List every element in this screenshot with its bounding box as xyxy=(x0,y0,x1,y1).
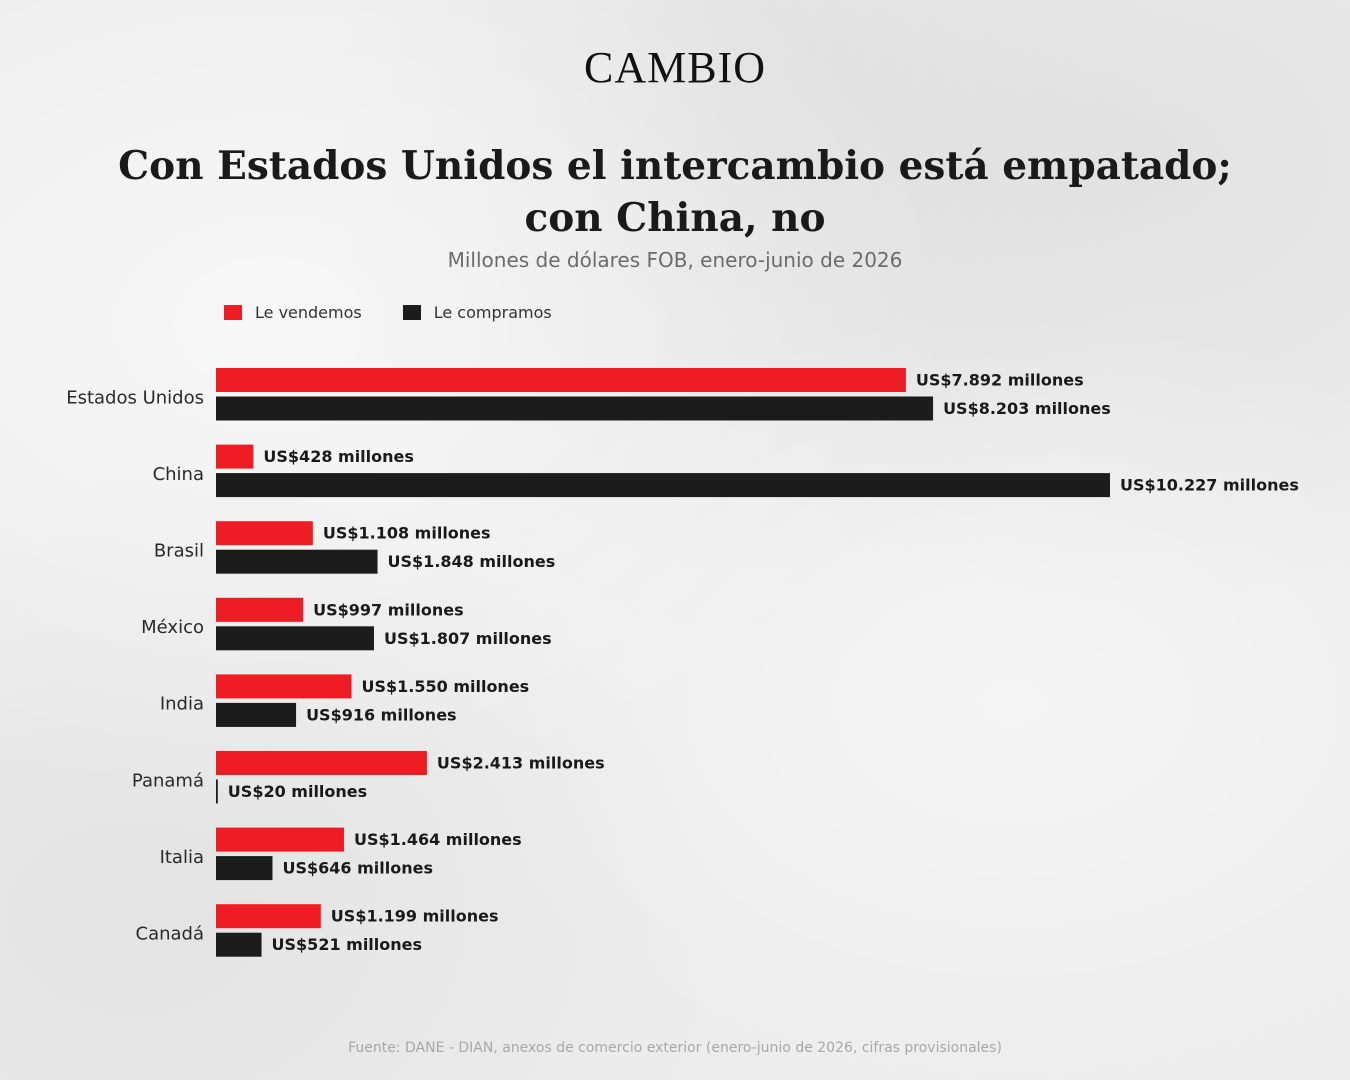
legend: Le vendemos Le compramos xyxy=(224,301,593,323)
category-label-canada: Canadá xyxy=(136,923,205,944)
bar-sell-brasil xyxy=(216,521,313,546)
data-label-sell-india: US$1.550 millones xyxy=(361,677,529,696)
bar-buy-estados-unidos xyxy=(216,396,934,421)
bar-buy-canada xyxy=(216,932,262,957)
legend-item-buy: Le compramos xyxy=(402,302,552,322)
legend-swatch-sell xyxy=(224,304,242,320)
brand-logo: CAMBIO xyxy=(583,43,767,92)
data-label-buy-china: US$10.227 millones xyxy=(1120,476,1299,495)
data-label-buy-canada: US$521 millones xyxy=(272,935,423,954)
bar-chart: Estados Unidos US$7.892 millones US$8.203 … xyxy=(66,368,1299,957)
bar-buy-china xyxy=(216,473,1110,498)
legend-item-sell: Le vendemos xyxy=(224,303,362,322)
bar-buy-brasil xyxy=(216,549,378,574)
chart-title: Con Estados Unidos el intercambio está e… xyxy=(118,143,1232,241)
data-label-buy-mexico: US$1.807 millones xyxy=(384,629,552,648)
category-label-panama: Panamá xyxy=(132,770,204,791)
bar-sell-india xyxy=(216,674,352,699)
data-label-sell-estados-unidos: US$7.892 millones xyxy=(916,371,1084,390)
legend-swatch-buy xyxy=(402,304,421,320)
bar-buy-italia xyxy=(216,856,273,881)
category-label-mexico: México xyxy=(141,617,204,638)
data-label-sell-italia: US$1.464 millones xyxy=(354,830,522,849)
category-label-italia: Italia xyxy=(160,847,204,868)
data-label-sell-china: US$428 millones xyxy=(263,447,414,466)
bar-sell-estados-unidos xyxy=(216,368,906,392)
data-label-buy-panama: US$20 millones xyxy=(228,782,367,801)
data-label-sell-panama: US$2.413 millones xyxy=(437,754,605,773)
data-label-sell-canada: US$1.199 millones xyxy=(331,907,499,926)
legend-label-sell: Le vendemos xyxy=(255,302,362,322)
category-label-china: China xyxy=(153,464,204,485)
legend-label-buy: Le compramos xyxy=(433,302,552,322)
bar-sell-china xyxy=(216,444,254,469)
category-label-brasil: Brasil xyxy=(154,540,204,561)
data-label-sell-mexico: US$997 millones xyxy=(313,600,464,619)
bar-buy-mexico xyxy=(216,626,374,651)
chart-subtitle: Millones de dólares FOB, enero-junio de … xyxy=(447,248,903,272)
data-label-buy-india: US$916 millones xyxy=(306,705,457,724)
bar-sell-canada xyxy=(216,904,321,929)
category-label-india: India xyxy=(160,694,204,715)
bar-buy-india xyxy=(216,702,297,727)
source-note: Fuente: DANE - DIAN, anexos de comercio … xyxy=(348,1040,1002,1056)
bar-sell-italia xyxy=(216,827,344,852)
data-label-buy-italia: US$646 millones xyxy=(282,859,433,878)
bar-sell-panama xyxy=(216,751,427,775)
category-label-estados-unidos: Estados Unidos xyxy=(66,387,204,408)
data-label-buy-estados-unidos: US$8.203 millones xyxy=(943,399,1111,418)
bar-buy-panama xyxy=(216,779,218,804)
data-label-sell-brasil: US$1.108 millones xyxy=(323,524,491,543)
bar-sell-mexico xyxy=(216,597,304,622)
data-label-buy-brasil: US$1.848 millones xyxy=(388,552,556,571)
